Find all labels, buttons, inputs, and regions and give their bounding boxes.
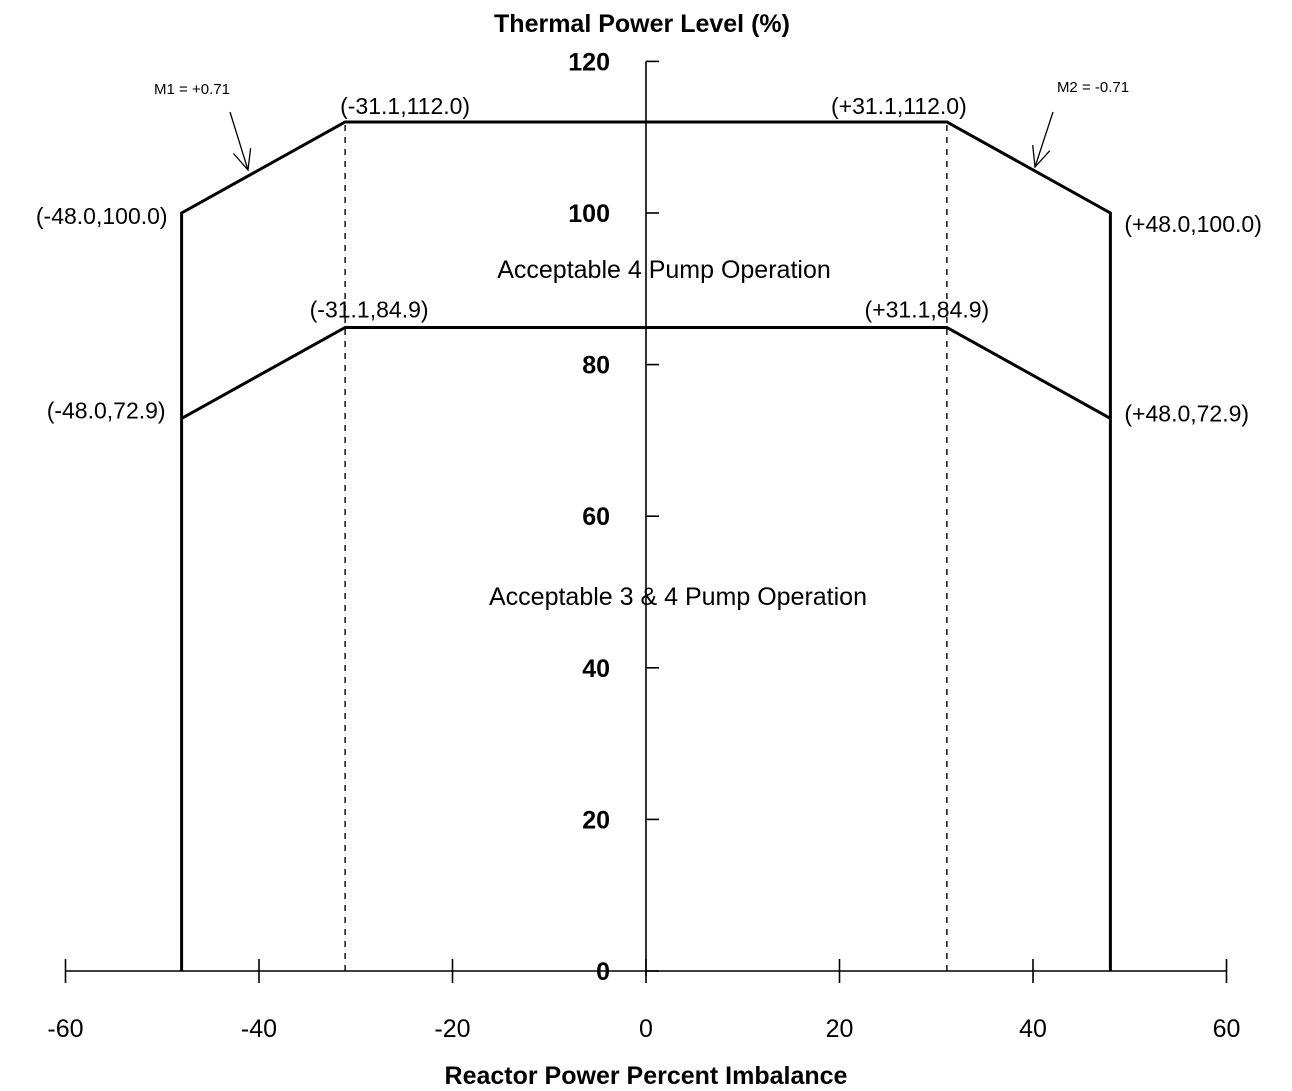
slope-annotation: M2 = -0.71 [1057,79,1129,96]
point-label: (-48.0,100.0) [36,203,168,229]
y-tick-label: 100 [568,200,610,228]
region-label: Acceptable 3 & 4 Pump Operation [489,583,867,611]
series-4-pump-limit [180,120,1112,971]
x-axis-title: Reactor Power Percent Imbalance [445,1062,848,1090]
point-label: (+31.1,112.0) [831,93,967,119]
annotation-arrow-head [1032,145,1051,169]
x-tick-label: -20 [434,1015,470,1043]
x-tick-label: 40 [1019,1015,1047,1043]
annotation-arrow-head [233,148,252,172]
point-label: (-48.0,72.9) [47,397,166,423]
point-label: (-31.1,112.0) [340,93,470,119]
y-tick-label: 120 [568,48,610,76]
chart-title: Thermal Power Level (%) [494,10,790,38]
y-tick-label: 80 [582,352,610,380]
x-tick-label: 20 [826,1015,854,1043]
x-tick-label: 60 [1213,1015,1241,1043]
y-tick-label: 0 [596,958,610,986]
y-tick-label: 40 [582,655,610,683]
point-label: (+31.1,84.9) [865,296,990,322]
x-tick-label: -60 [47,1015,83,1043]
point-label: (+48.0,100.0) [1124,211,1261,237]
point-label: (-31.1,84.9) [310,296,429,322]
slope-annotation: M1 = +0.71 [154,81,230,98]
x-tick-label: 0 [639,1015,653,1043]
y-tick-label: 60 [582,503,610,531]
point-label: (+48.0,72.9) [1124,400,1249,426]
x-tick-label: -40 [241,1015,277,1043]
y-tick-label: 20 [582,806,610,834]
annotation-arrow-shaft [229,111,249,171]
region-label: Acceptable 4 Pump Operation [497,256,831,284]
series-3-pump-limit [180,326,1112,420]
annotation-arrow-shaft [1034,111,1054,168]
